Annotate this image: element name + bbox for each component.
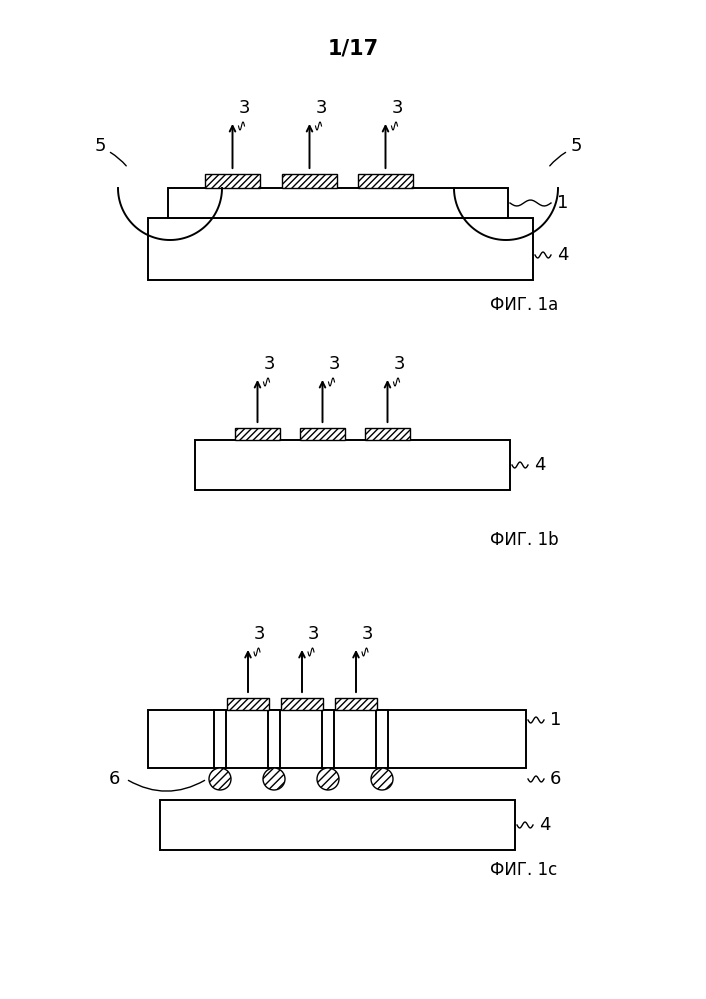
Text: 1: 1: [550, 711, 561, 729]
Text: 3: 3: [393, 355, 405, 373]
Text: 3: 3: [308, 625, 320, 643]
Bar: [160, 800, 515, 850]
Bar: [214, 710, 226, 768]
Circle shape: [263, 768, 285, 790]
Bar: [281, 698, 323, 710]
Bar: [168, 188, 508, 218]
Text: 3: 3: [392, 99, 403, 117]
Bar: [227, 698, 269, 710]
Bar: [300, 428, 345, 440]
Text: 1/17: 1/17: [328, 38, 378, 58]
Text: 5: 5: [94, 137, 106, 155]
Bar: [148, 218, 533, 280]
Text: 4: 4: [539, 816, 551, 834]
Bar: [148, 710, 526, 768]
Bar: [205, 174, 260, 188]
Circle shape: [317, 768, 339, 790]
Circle shape: [371, 768, 393, 790]
Text: ФИГ. 1c: ФИГ. 1c: [490, 861, 557, 879]
Text: ФИГ. 1a: ФИГ. 1a: [490, 296, 558, 314]
Bar: [235, 428, 280, 440]
Text: ФИГ. 1b: ФИГ. 1b: [490, 531, 558, 549]
Text: 6: 6: [109, 770, 120, 788]
Bar: [195, 440, 510, 490]
Bar: [322, 710, 334, 768]
Circle shape: [209, 768, 231, 790]
Text: 3: 3: [239, 99, 250, 117]
Text: 4: 4: [557, 246, 568, 264]
Text: 3: 3: [328, 355, 340, 373]
Text: 3: 3: [263, 355, 275, 373]
Bar: [282, 174, 337, 188]
Bar: [268, 710, 280, 768]
Text: 3: 3: [254, 625, 265, 643]
Text: 6: 6: [550, 770, 561, 788]
Bar: [358, 174, 413, 188]
Text: 1: 1: [557, 194, 568, 212]
Bar: [335, 698, 377, 710]
Bar: [365, 428, 410, 440]
Text: 5: 5: [570, 137, 582, 155]
Text: 3: 3: [362, 625, 373, 643]
Text: 4: 4: [534, 456, 546, 474]
Bar: [376, 710, 388, 768]
Text: 3: 3: [316, 99, 327, 117]
